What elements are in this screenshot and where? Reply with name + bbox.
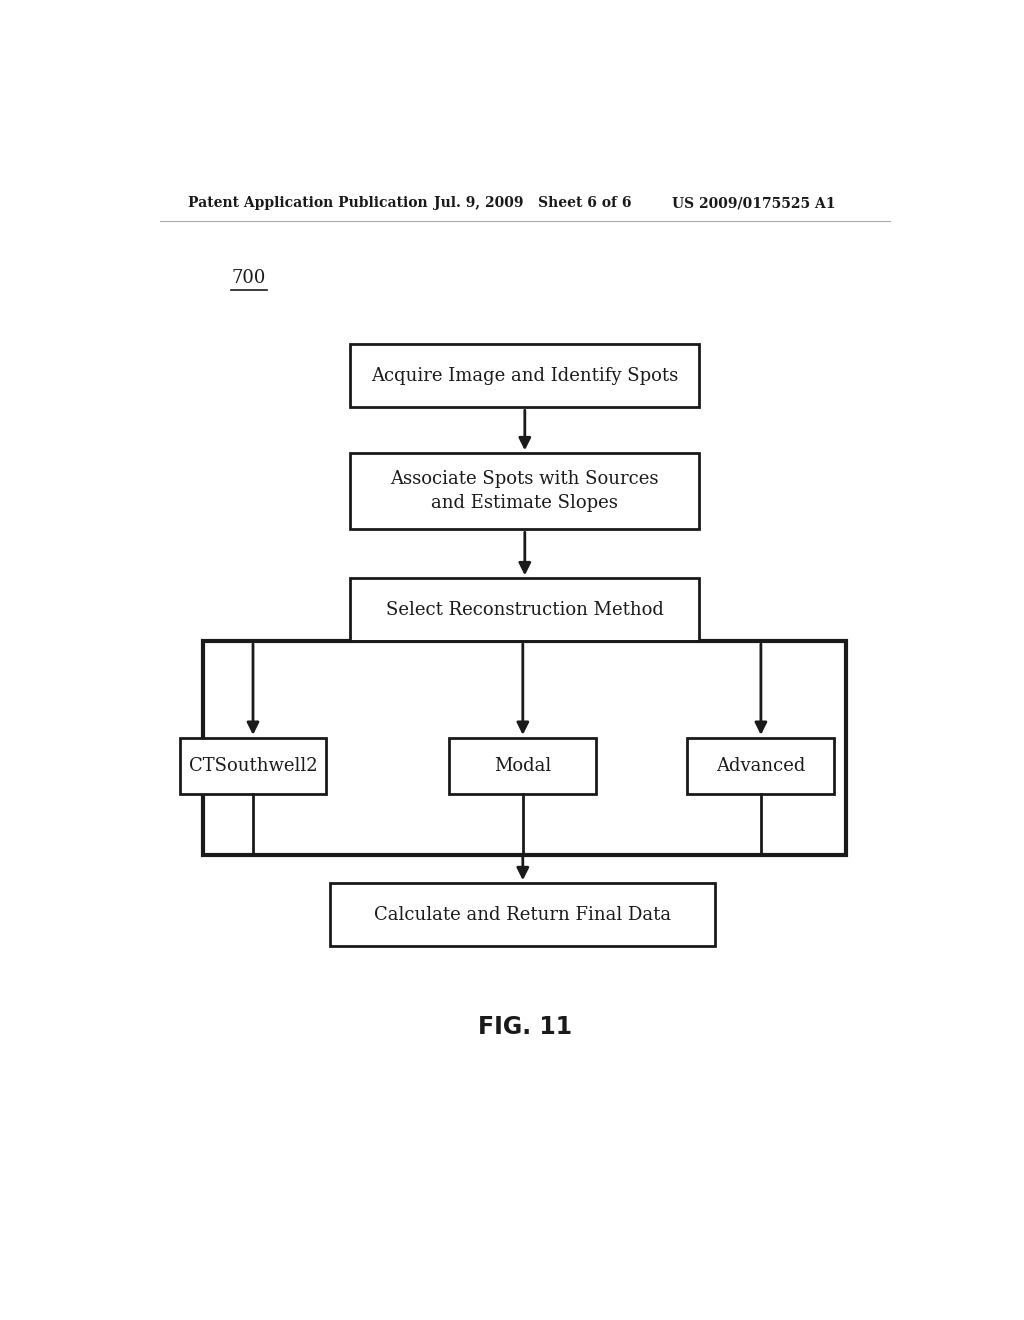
Text: Patent Application Publication: Patent Application Publication	[187, 197, 427, 210]
Text: Calculate and Return Final Data: Calculate and Return Final Data	[374, 906, 672, 924]
Text: CTSouthwell2: CTSouthwell2	[188, 756, 317, 775]
Bar	[204, 642, 846, 854]
Bar	[350, 453, 699, 529]
Text: Jul. 9, 2009   Sheet 6 of 6: Jul. 9, 2009 Sheet 6 of 6	[433, 197, 631, 210]
Bar	[350, 345, 699, 408]
Bar	[331, 883, 716, 946]
Text: 700: 700	[231, 269, 265, 288]
Text: Modal: Modal	[495, 756, 552, 775]
Bar	[687, 738, 835, 793]
Bar	[450, 738, 596, 793]
Text: US 2009/0175525 A1: US 2009/0175525 A1	[672, 197, 836, 210]
Text: Select Reconstruction Method: Select Reconstruction Method	[386, 601, 664, 619]
Text: FIG. 11: FIG. 11	[478, 1015, 571, 1039]
Bar	[350, 578, 699, 642]
Text: Associate Spots with Sources
and Estimate Slopes: Associate Spots with Sources and Estimat…	[390, 470, 659, 512]
Text: Advanced: Advanced	[716, 756, 806, 775]
Bar	[179, 738, 327, 793]
Text: Acquire Image and Identify Spots: Acquire Image and Identify Spots	[371, 367, 679, 385]
